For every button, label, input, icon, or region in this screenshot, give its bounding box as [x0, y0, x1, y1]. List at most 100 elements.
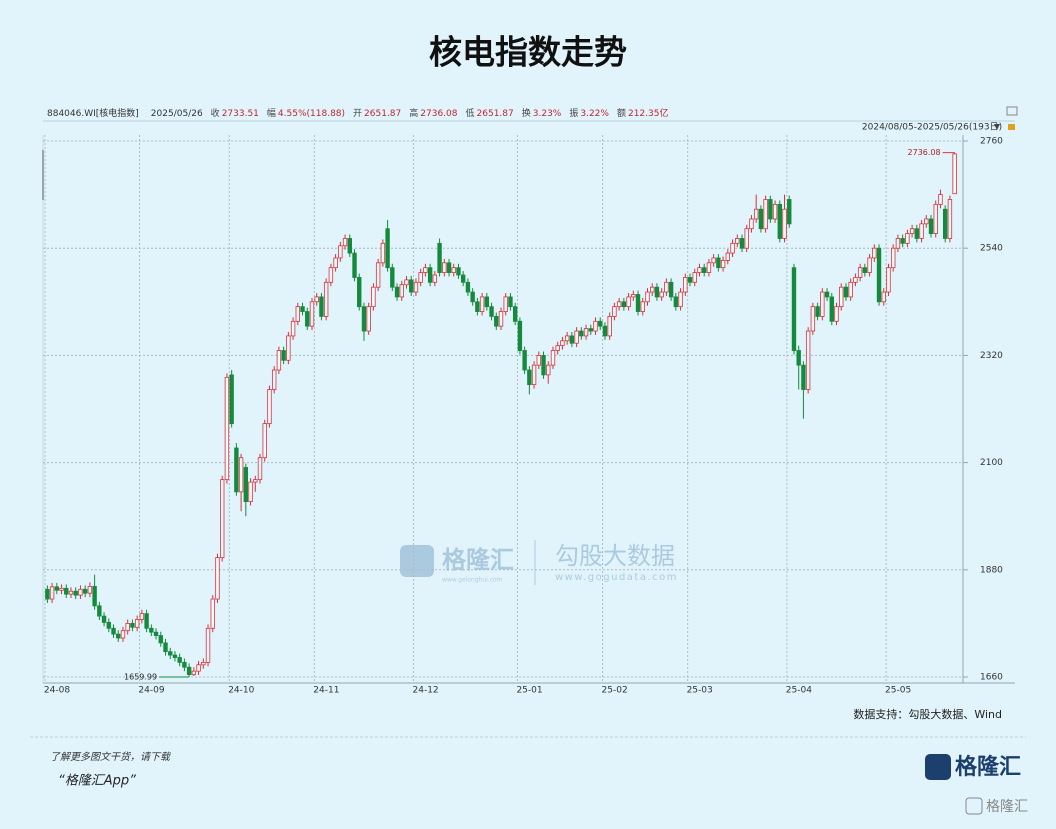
- candle-body: [234, 447, 239, 493]
- info-value: 4.55%(118.88): [278, 109, 345, 119]
- x-tick-label: 24-12: [413, 686, 439, 696]
- candle-body: [900, 238, 905, 244]
- candle-body: [805, 330, 811, 390]
- candle-body: [205, 627, 211, 663]
- candle-body: [867, 257, 872, 273]
- candle-body: [626, 296, 631, 308]
- y-tick-label: 2320: [980, 351, 1003, 361]
- candle-body: [305, 311, 310, 327]
- candle-body: [404, 279, 409, 286]
- candle-body: [777, 203, 782, 239]
- candle-body: [352, 252, 357, 278]
- candle-body: [933, 203, 938, 234]
- candle-body: [607, 316, 612, 337]
- candle-body: [862, 267, 868, 273]
- candle-body: [664, 281, 669, 293]
- watermark-data: 勾股大数据: [555, 542, 675, 570]
- candle-body: [720, 259, 726, 269]
- candle-body: [82, 588, 88, 594]
- y-tick-label: 2760: [980, 137, 1003, 147]
- range-label: 2024/08/05-2025/05/26(193日): [862, 122, 1002, 133]
- candle-body: [791, 267, 797, 351]
- watermark-brand-url: www.gelonghui.com: [442, 577, 503, 584]
- lock-icon: [1008, 124, 1015, 130]
- candle-body: [716, 257, 721, 269]
- candle-body: [701, 267, 707, 273]
- info-value: 3.23%: [533, 109, 562, 119]
- candle-body: [541, 354, 546, 376]
- low-label: 1659.99: [124, 673, 157, 682]
- candle-body: [645, 291, 650, 303]
- candle-body: [947, 199, 953, 239]
- candle-body: [314, 296, 319, 303]
- candle-body: [928, 218, 934, 234]
- candle-body: [801, 364, 806, 390]
- candle-body: [168, 651, 173, 656]
- candle-body: [796, 350, 801, 366]
- info-label: 换: [522, 107, 531, 119]
- candle-body: [139, 613, 145, 620]
- candle-body: [111, 627, 116, 635]
- candle-body: [290, 320, 296, 337]
- y-tick-label: 2540: [980, 244, 1003, 254]
- candle-body: [470, 291, 475, 303]
- info-code: 884046.WI[核电指数]: [47, 107, 139, 119]
- candle-body: [574, 330, 579, 344]
- candle-body: [196, 664, 201, 672]
- candle-body: [224, 376, 230, 481]
- candle-body: [116, 633, 121, 639]
- candle-body: [602, 325, 608, 337]
- candle-body: [631, 294, 636, 298]
- x-tick-label: 24-11: [313, 686, 339, 696]
- candle-body: [909, 228, 915, 234]
- candle-body: [820, 291, 825, 317]
- candle-body: [730, 242, 735, 254]
- info-label: 额: [617, 107, 626, 119]
- candle-body: [479, 296, 485, 312]
- candle-body: [522, 350, 527, 371]
- candle-body: [409, 279, 414, 293]
- candle-body: [763, 199, 768, 230]
- candle-body: [848, 281, 853, 298]
- candle-body: [215, 557, 220, 600]
- info-label: 开: [353, 108, 362, 119]
- watermark: 格隆汇 www.gelonghui.com 勾股大数据 www.gogudata…: [400, 540, 677, 585]
- candle-body: [905, 233, 910, 244]
- candle-body: [612, 306, 617, 317]
- candle-body: [673, 296, 679, 308]
- candle-body: [328, 267, 334, 283]
- candle-body: [461, 274, 466, 283]
- corner-brand: 格隆汇: [986, 799, 1028, 815]
- candle-body: [753, 208, 759, 220]
- info-date: 2025/05/26: [151, 109, 203, 119]
- candle-body: [357, 277, 362, 308]
- candle-body: [125, 623, 130, 632]
- candle-body: [130, 623, 135, 628]
- info-value: 2733.51: [222, 109, 259, 119]
- candle-body: [886, 267, 891, 293]
- x-tick-label: 25-02: [602, 686, 628, 696]
- candle-body: [919, 223, 924, 239]
- info-label: 高: [409, 107, 418, 119]
- candle-body: [276, 350, 282, 371]
- footer-line2: “格隆汇App”: [58, 774, 136, 789]
- candle-body: [588, 328, 593, 332]
- candle-body: [839, 286, 844, 308]
- candle-body: [494, 316, 499, 327]
- candle-body: [881, 291, 886, 303]
- candle-body: [182, 661, 187, 668]
- candle-body: [54, 586, 60, 591]
- candle-body: [489, 306, 494, 317]
- x-tick-label: 25-01: [516, 686, 542, 696]
- candle-body: [238, 457, 244, 493]
- candle-body: [262, 423, 267, 459]
- candle-body: [621, 301, 627, 308]
- candle-body: [267, 389, 272, 425]
- info-label: 幅: [267, 107, 276, 119]
- candle-body: [68, 590, 74, 595]
- candle-body: [338, 245, 343, 259]
- candle-body: [423, 267, 428, 273]
- candle-body: [295, 306, 301, 322]
- info-value: 2651.87: [477, 109, 514, 119]
